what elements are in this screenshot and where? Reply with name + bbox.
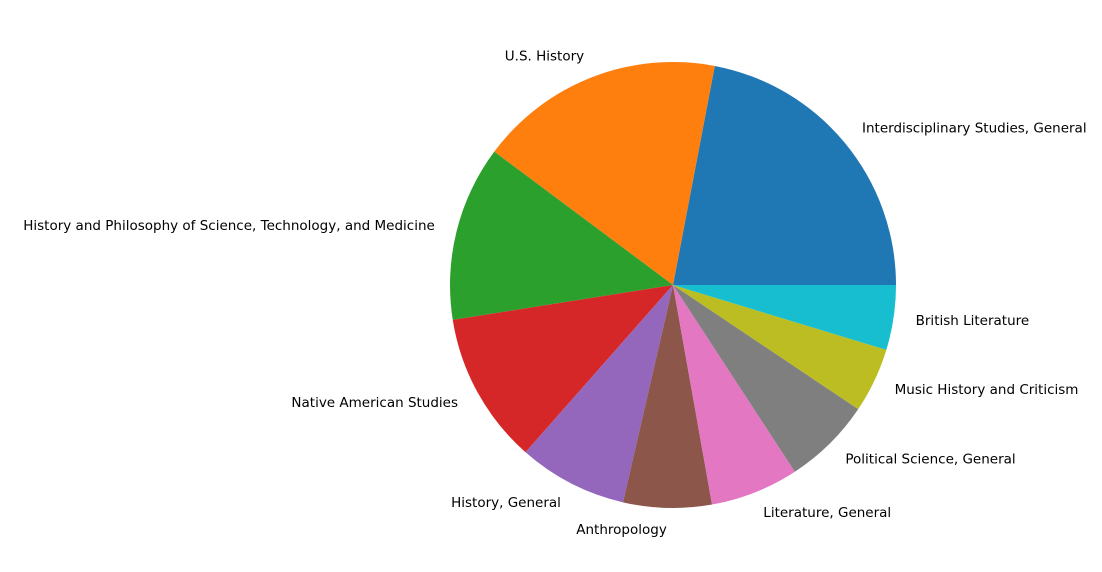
pie-wedges xyxy=(450,61,897,509)
slice-label-native-american-studies: Native American Studies xyxy=(291,395,458,411)
pie-labels: Interdisciplinary Studies, General U.S. H… xyxy=(23,48,1086,538)
slice-label-u-s-history: U.S. History xyxy=(505,48,584,64)
slice-label-music-history-and-criticism: Music History and Criticism xyxy=(895,382,1079,398)
pie-slice-history-and-philosophy-of-science-technology-and-medicine xyxy=(450,151,673,320)
slice-label-interdisciplinary-studies-general: Interdisciplinary Studies, General xyxy=(862,121,1087,137)
pie-slice-history-general xyxy=(525,285,673,503)
slice-label-political-science-general: Political Science, General xyxy=(845,452,1015,468)
slice-label-history-general: History, General xyxy=(451,495,561,511)
pie-slice-interdisciplinary-studies-general xyxy=(673,65,897,285)
slice-label-british-literature: British Literature xyxy=(916,313,1030,329)
pie-slice-anthropology xyxy=(622,285,713,509)
pie-slice-literature-general xyxy=(673,285,795,505)
pie-slice-native-american-studies xyxy=(452,285,673,453)
slice-label-anthropology: Anthropology xyxy=(576,522,667,538)
slice-label-history-and-philosophy-of-science-technology-and-medicine: History and Philosophy of Science, Techn… xyxy=(23,218,435,234)
pie-slice-music-history-and-criticism xyxy=(673,285,887,410)
pie-slice-political-science-general xyxy=(673,285,859,472)
pie-slice-british-literature xyxy=(673,285,896,350)
pie-slice-u-s-history xyxy=(494,61,715,286)
slice-label-literature-general: Literature, General xyxy=(763,505,891,521)
